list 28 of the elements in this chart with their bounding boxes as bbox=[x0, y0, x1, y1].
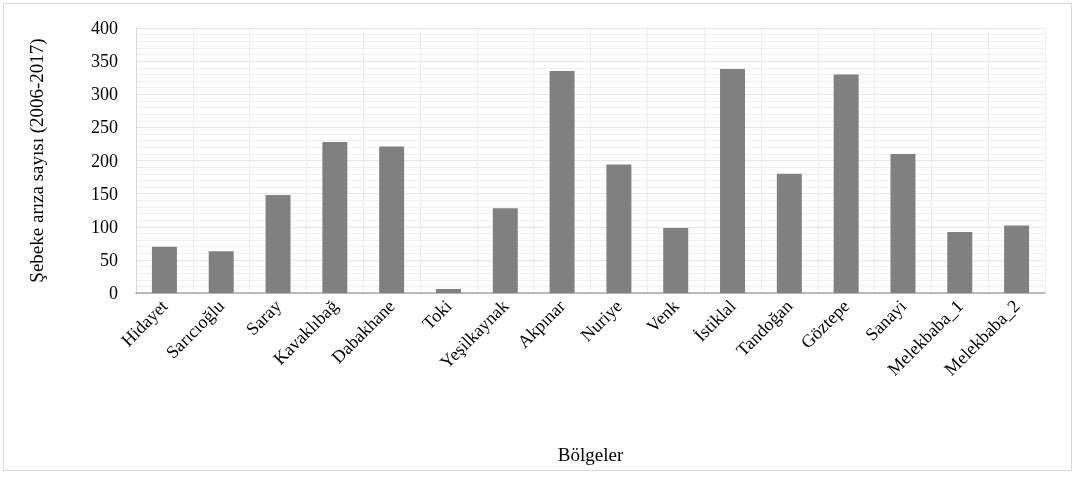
y-tick-label: 350 bbox=[91, 51, 118, 72]
y-tick-label: 100 bbox=[91, 216, 118, 237]
y-tick-label: 50 bbox=[100, 249, 118, 270]
bar bbox=[890, 153, 916, 293]
y-tick-label: 300 bbox=[91, 84, 118, 105]
y-tick-label: 200 bbox=[91, 150, 118, 171]
y-tick-label: 250 bbox=[91, 117, 118, 138]
x-tick-label: Venk bbox=[642, 295, 683, 337]
bar bbox=[435, 289, 461, 293]
bar bbox=[379, 146, 405, 293]
bar bbox=[776, 173, 802, 293]
bar bbox=[947, 232, 973, 293]
bar bbox=[606, 164, 632, 293]
bar bbox=[265, 194, 291, 293]
bar bbox=[322, 141, 348, 293]
bar bbox=[492, 208, 518, 293]
y-axis-title: Şebeke arıza sayısı (2006-2017) bbox=[26, 38, 48, 283]
y-tick-label: 150 bbox=[91, 183, 118, 204]
bar bbox=[549, 71, 575, 293]
bar bbox=[1004, 225, 1030, 293]
x-axis-title: Bölgeler bbox=[557, 444, 624, 465]
bar bbox=[663, 228, 689, 293]
bar bbox=[720, 69, 746, 293]
bar bbox=[833, 74, 859, 293]
y-tick-label: 400 bbox=[91, 18, 118, 38]
bar bbox=[151, 246, 177, 293]
bar bbox=[208, 251, 234, 293]
y-tick-label: 0 bbox=[109, 283, 118, 303]
